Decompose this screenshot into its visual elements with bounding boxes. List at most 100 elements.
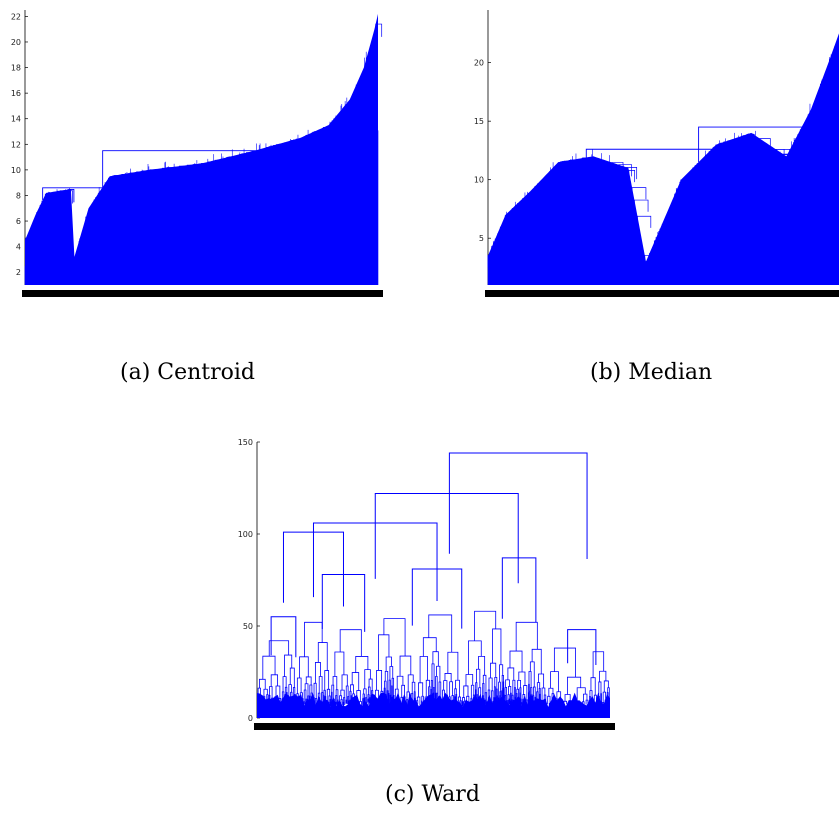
dendrogram-link bbox=[418, 682, 424, 698]
dendrogram-link bbox=[510, 692, 512, 702]
dendrogram-link bbox=[331, 691, 333, 704]
dendrogram-link bbox=[179, 165, 186, 179]
dendrogram-link bbox=[406, 699, 409, 706]
dendrogram-link bbox=[345, 685, 349, 701]
ward-caption: (c) Ward bbox=[385, 782, 480, 807]
dendrogram-link bbox=[386, 690, 389, 700]
dendrogram-link bbox=[421, 700, 423, 708]
dendrogram-link bbox=[399, 655, 412, 677]
dendrogram-link bbox=[304, 702, 307, 707]
dendrogram-link bbox=[499, 664, 504, 683]
dendrogram-link bbox=[534, 696, 537, 705]
dendrogram-link bbox=[407, 674, 414, 692]
dendrogram-link bbox=[312, 131, 323, 145]
dendrogram-merge bbox=[42, 186, 104, 201]
dendrogram-link bbox=[478, 687, 482, 699]
dendrogram-link bbox=[501, 690, 503, 699]
dendrogram-link bbox=[268, 695, 271, 704]
dendrogram-link bbox=[311, 132, 320, 146]
dendrogram-link bbox=[278, 698, 282, 707]
dendrogram-link bbox=[602, 691, 607, 703]
dendrogram-link bbox=[343, 697, 346, 706]
dendrogram-link bbox=[507, 694, 510, 701]
dendrogram-link bbox=[380, 701, 383, 708]
dendrogram-link bbox=[379, 701, 382, 710]
dendrogram-link bbox=[442, 689, 445, 702]
dendrogram-link bbox=[379, 697, 382, 703]
dendrogram-link bbox=[332, 698, 335, 707]
dendrogram-link bbox=[239, 153, 250, 168]
dendrogram-link bbox=[496, 695, 498, 703]
dendrogram-link bbox=[522, 694, 526, 703]
dendrogram-link bbox=[340, 689, 345, 698]
dendrogram-link bbox=[644, 255, 657, 268]
dendrogram-link bbox=[430, 679, 433, 694]
dendrogram-link bbox=[281, 691, 285, 702]
dendrogram-link bbox=[142, 170, 154, 184]
median-panel: 5 10 15 20 bbox=[460, 0, 839, 310]
dendrogram-link bbox=[531, 648, 542, 675]
dendrogram-link bbox=[376, 670, 383, 692]
dendrogram-link bbox=[352, 693, 355, 703]
dendrogram-link bbox=[350, 695, 352, 703]
dendrogram-link bbox=[311, 702, 314, 708]
dendrogram-link bbox=[349, 690, 352, 701]
dendrogram-link bbox=[429, 696, 431, 703]
dendrogram-link bbox=[355, 84, 367, 98]
dendrogram-link bbox=[309, 695, 311, 702]
dendrogram-link bbox=[347, 700, 350, 709]
dendrogram-link bbox=[261, 700, 264, 706]
dendrogram-link bbox=[512, 699, 515, 707]
dendrogram-link bbox=[482, 674, 487, 693]
dendrogram-link bbox=[532, 695, 535, 704]
dendrogram-link bbox=[400, 702, 402, 707]
dendrogram-link bbox=[378, 634, 390, 671]
dendrogram-link bbox=[504, 215, 515, 228]
dendrogram-link bbox=[489, 697, 491, 706]
dendrogram-link bbox=[323, 689, 326, 697]
y-tick-label: 50 bbox=[243, 622, 253, 631]
dendrogram-link bbox=[385, 693, 387, 699]
dendrogram-link bbox=[552, 701, 555, 709]
dendrogram-link bbox=[305, 676, 312, 685]
dendrogram-link bbox=[425, 679, 430, 698]
dendrogram-link bbox=[352, 701, 354, 707]
dendrogram-link bbox=[443, 699, 446, 704]
dendrogram-link bbox=[607, 687, 610, 701]
dendrogram-link bbox=[340, 699, 343, 708]
dendrogram-link bbox=[317, 642, 328, 671]
dendrogram-link bbox=[708, 151, 721, 164]
dendrogram-link bbox=[574, 700, 580, 705]
dendrogram-link bbox=[334, 701, 337, 710]
dendrogram-link bbox=[603, 680, 609, 693]
dendrogram-link bbox=[631, 187, 647, 200]
dendrogram-link bbox=[383, 618, 406, 657]
dendrogram-link bbox=[384, 680, 387, 695]
dendrogram-link bbox=[436, 665, 441, 683]
y-tick-label: 18 bbox=[11, 64, 21, 73]
dendrogram-link bbox=[507, 667, 515, 681]
dendrogram-link bbox=[121, 173, 130, 188]
dendrogram-link bbox=[259, 678, 266, 690]
dendrogram-link bbox=[290, 691, 293, 699]
dendrogram-link bbox=[537, 699, 539, 707]
dendrogram-link bbox=[305, 698, 307, 703]
dendrogram-link bbox=[529, 661, 535, 688]
dendrogram-link bbox=[281, 701, 283, 706]
dendrogram-link bbox=[490, 701, 493, 710]
dendrogram-link bbox=[318, 676, 323, 694]
dendrogram-merge bbox=[567, 629, 597, 666]
dendrogram-link bbox=[421, 695, 424, 705]
dendrogram-link bbox=[528, 683, 530, 693]
dendrogram-link bbox=[304, 621, 323, 657]
dendrogram-link bbox=[284, 654, 293, 677]
dendrogram-link bbox=[511, 694, 514, 701]
dendrogram-link bbox=[676, 188, 683, 201]
dendrogram-link bbox=[487, 689, 491, 703]
dendrogram-link bbox=[444, 673, 452, 682]
dendrogram-link bbox=[349, 699, 351, 708]
dendrogram-link bbox=[499, 226, 509, 239]
y-tick-label: 100 bbox=[238, 530, 253, 539]
dendrogram-link bbox=[445, 694, 448, 705]
dendrogram-link bbox=[428, 701, 431, 708]
